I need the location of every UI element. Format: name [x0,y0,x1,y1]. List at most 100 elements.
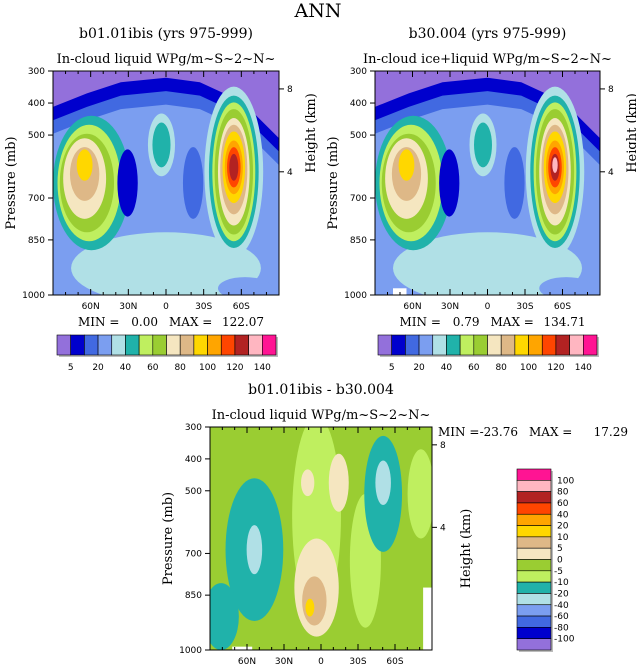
contour-band [210,583,239,650]
max-value: 134.71 [544,315,586,329]
x-tick-label: 60S [386,657,403,667]
contour-field [210,427,432,650]
y-axis-label: Pressure (mb) [161,492,176,585]
colorbar-swatch [248,334,263,356]
contour-field [53,71,279,295]
plot-title: b01.01ibis - b30.004 [248,382,394,398]
x-tick-label: 60S [554,302,571,312]
y-tick-label: 500 [350,131,367,141]
y-tick-label: 400 [350,99,367,109]
colorbar-label: 40 [557,510,569,520]
y-tick-label: 400 [185,455,202,465]
x-tick-label: 60N [403,302,421,312]
colorbar-label: -40 [554,601,569,611]
y-tick-label: 700 [185,549,202,559]
y-right-tick-label: 8 [287,85,293,95]
contour-band [474,122,492,168]
x-tick-label: 30S [349,657,366,667]
colorbar-label: -60 [554,612,569,622]
colorbar: 5 20 40 60 80 100 120 140 [377,334,599,373]
y-right-tick-label: 4 [287,168,293,178]
colorbar-swatch [516,480,552,492]
y-tick-label: 850 [185,591,202,601]
plot-subtitle: In-cloud ice+liquid WPg/m~S~2~N~ [363,52,612,67]
colorbar-label: 20 [413,363,425,373]
contour-band [552,157,558,173]
x-tick-label: 60N [82,302,100,312]
colorbar-swatch [432,334,447,356]
x-tick-label: 30N [441,302,459,312]
min-value: 0.79 [453,315,480,329]
colorbar-swatch [111,334,126,356]
min-label: MIN = [438,425,479,439]
colorbar-swatch [234,334,249,356]
colorbar: 5 20 40 60 80 100 120 140 [56,334,278,373]
colorbar-label: 5 [68,363,74,373]
colorbar-label: 120 [226,363,243,373]
colorbar-swatch [125,334,140,356]
contour-band [328,453,349,512]
min-label: MIN = [400,315,441,329]
colorbar-swatch [516,604,552,617]
colorbar-label: 60 [147,363,159,373]
colorbar-label: 100 [199,363,216,373]
colorbar-swatch [418,334,434,356]
colorbar-label: -10 [554,578,569,588]
max-label: MAX = [169,315,212,329]
x-tick-label: 0 [485,302,491,312]
colorbar-label: 5 [557,544,563,554]
contour-band [229,153,239,181]
colorbar-label: 120 [547,363,564,373]
contour-band [117,149,138,217]
contour-band [375,71,600,139]
x-tick-label: 0 [318,657,324,667]
colorbar-label: 10 [557,533,569,543]
contour-band [246,525,263,575]
colorbar-swatch [391,334,406,356]
x-tick-label: 30N [119,302,137,312]
contour-plot-2: b30.004 (yrs 975-999) In-cloud ice+liquid… [326,26,636,373]
colorbar-swatch [516,593,552,606]
y-tick-label: 1000 [344,291,367,301]
colorbar-swatch [207,334,222,356]
colorbar-swatch [516,502,552,515]
colorbar-label: -100 [554,635,575,645]
min-label: MIN = [78,315,119,329]
contour-band [305,598,315,617]
colorbar-swatch [514,334,529,356]
x-tick-label: 60N [238,657,256,667]
plot-subtitle: In-cloud liquid WPg/m~S~2~N~ [212,408,431,423]
colorbar-swatch [516,525,552,538]
colorbar-swatch [516,570,552,583]
colorbar-swatch [97,334,113,356]
y-right-tick-label: 4 [608,168,614,178]
colorbar-swatch [555,334,570,356]
colorbar-swatch [516,627,552,639]
contour-field [375,71,600,295]
colorbar-label: 5 [389,363,395,373]
min-value: -23.76 [480,425,518,439]
colorbar-label: 80 [495,363,507,373]
contour-plot-1: b01.01ibis (yrs 975-999) In-cloud liquid … [4,26,319,373]
contour-band [375,460,391,506]
colorbar-swatch [56,334,71,356]
max-value: 122.07 [222,315,264,329]
x-tick-label: 0 [163,302,169,312]
contour-band [439,149,460,217]
plot-title: b30.004 (yrs 975-999) [409,26,567,42]
y-right-tick-label: 4 [440,523,446,533]
y-right-axis-label: Height (km) [459,509,474,589]
colorbar-label: -5 [554,567,563,577]
y-tick-label: 1000 [22,291,45,301]
y-tick-label: 300 [28,67,45,77]
colorbar-swatch [487,334,502,356]
y-tick-label: 700 [350,194,367,204]
colorbar-label: -20 [554,589,569,599]
y-axis-label: Pressure (mb) [326,136,341,229]
contour-band [217,277,273,295]
contour-band [53,71,279,139]
colorbar-swatch [516,513,552,526]
colorbar-label: 80 [174,363,186,373]
